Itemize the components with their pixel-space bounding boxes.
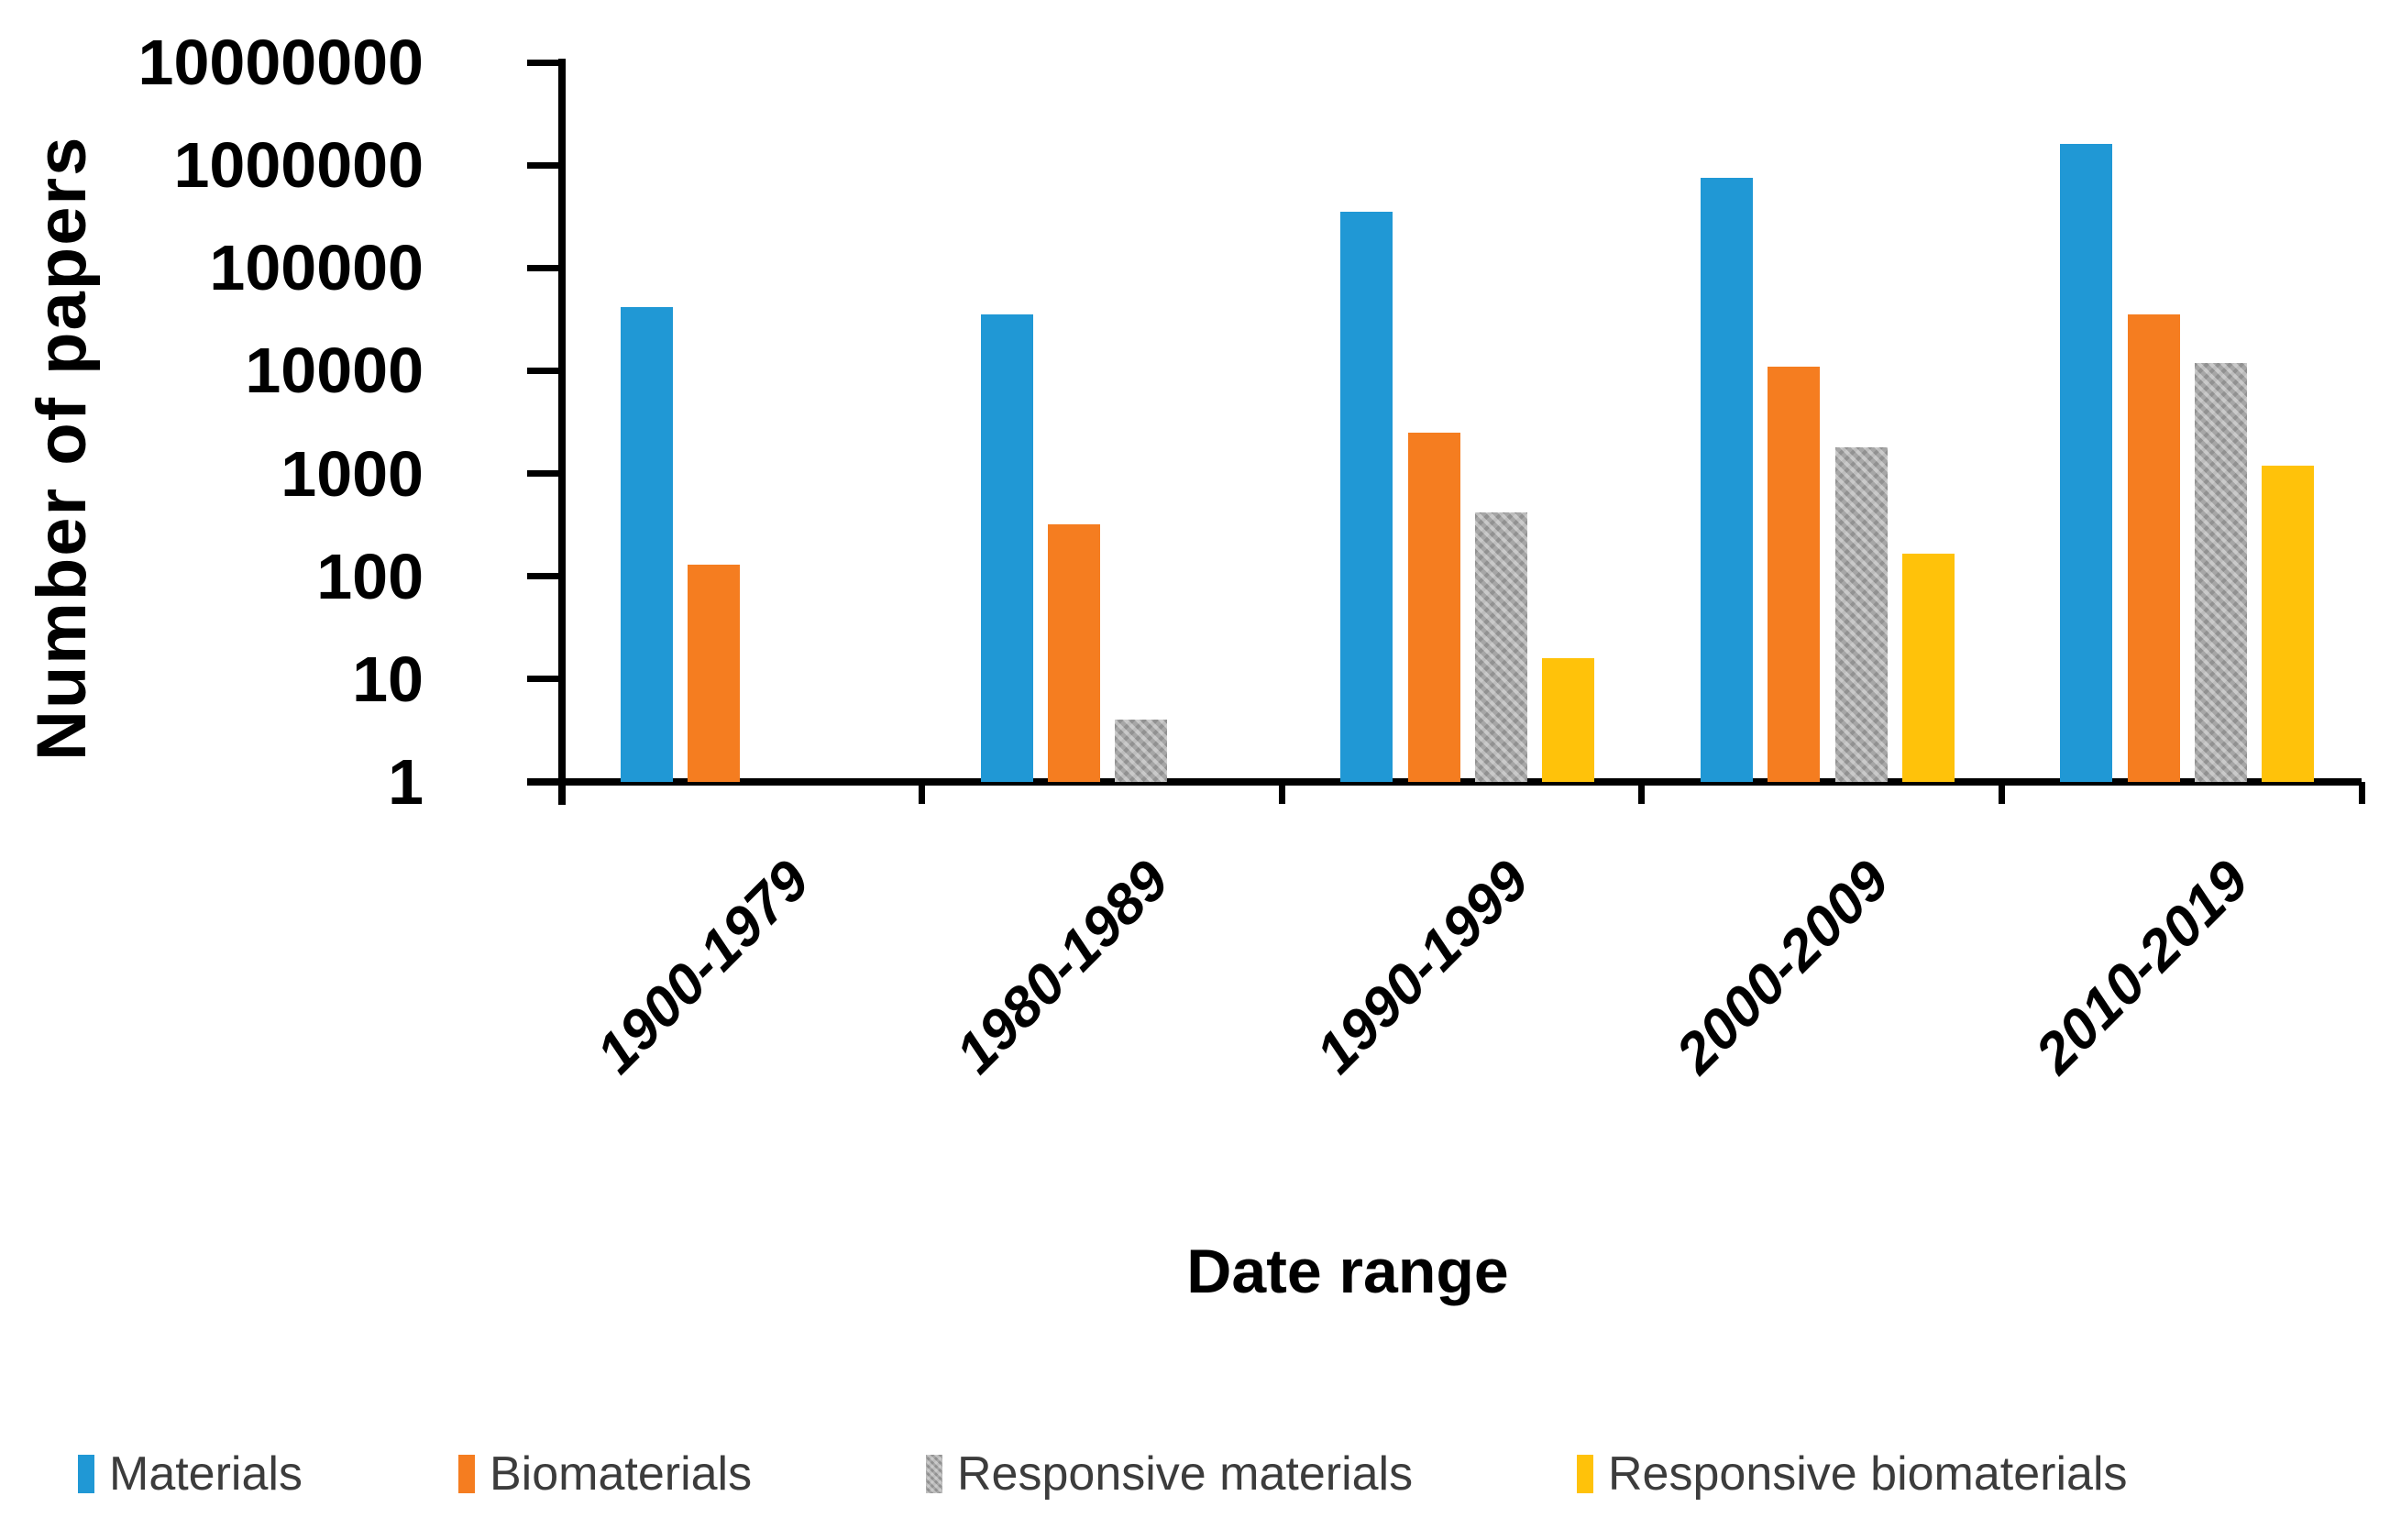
x-axis-title: Date range — [1186, 1237, 1509, 1306]
legend-swatch-biomaterials — [458, 1455, 475, 1493]
y-tick-1000000 — [527, 161, 562, 169]
legend-item-responsive-biomaterials: Responsive biomaterials — [1577, 1450, 2128, 1498]
bar-responsive-materials-1990-1999 — [1474, 512, 1527, 782]
bar-responsive-biomaterials-2000-2009 — [1901, 554, 1955, 782]
x-tick-0 — [558, 782, 566, 804]
y-tick-label-1000: 1000 — [281, 437, 424, 510]
bar-responsive-biomaterials-2010-2019 — [2262, 465, 2315, 782]
y-tick-label-100000: 100000 — [209, 232, 424, 304]
y-tick-label-100: 100 — [316, 540, 424, 612]
bar-materials-2010-2019 — [2060, 144, 2113, 782]
legend-item-materials: Materials — [78, 1450, 303, 1498]
bar-responsive-materials-1980-1989 — [1115, 720, 1168, 782]
x-label-1980-1989: 1980-1989 — [944, 848, 1182, 1086]
x-label-2010-2019: 2010-2019 — [2023, 848, 2262, 1086]
bar-responsive-materials-2010-2019 — [2195, 362, 2248, 782]
y-axis-title: Number of papers — [23, 135, 101, 761]
bar-biomaterials-1990-1999 — [1407, 432, 1460, 782]
legend-swatch-responsive-biomaterials — [1577, 1455, 1593, 1493]
y-tick-label-10000: 10000 — [245, 335, 424, 407]
bar-materials-1900-1979 — [621, 306, 673, 782]
y-tick-10 — [527, 676, 562, 683]
x-label-2000-2009: 2000-2009 — [1664, 848, 1901, 1086]
bar-materials-1980-1989 — [980, 314, 1033, 782]
y-tick-10000000 — [527, 59, 562, 66]
legend-label-biomaterials: Biomaterials — [490, 1447, 753, 1501]
x-axis-line — [527, 778, 2362, 786]
bar-materials-1990-1999 — [1340, 212, 1393, 782]
legend-label-responsive-materials: Responsive materials — [957, 1447, 1414, 1501]
legend-swatch-materials — [78, 1455, 94, 1493]
x-label-1900-1979: 1900-1979 — [584, 848, 821, 1086]
x-tick-4 — [1998, 782, 2005, 804]
y-tick-10000 — [527, 367, 562, 374]
legend-swatch-responsive-materials — [926, 1455, 942, 1493]
y-tick-1 — [527, 778, 562, 786]
legend-item-responsive-materials: Responsive materials — [926, 1450, 1413, 1498]
y-axis-line — [558, 59, 566, 805]
x-tick-1 — [919, 782, 926, 804]
bar-responsive-materials-2000-2009 — [1834, 446, 1888, 782]
x-tick-2 — [1278, 782, 1285, 804]
y-tick-100 — [527, 573, 562, 580]
bar-materials-2000-2009 — [1700, 178, 1753, 782]
y-tick-label-1000000: 1000000 — [173, 129, 424, 202]
legend-label-materials: Materials — [109, 1447, 303, 1501]
y-tick-label-1: 1 — [388, 746, 424, 818]
legend-item-biomaterials: Biomaterials — [458, 1450, 752, 1498]
y-tick-100000 — [527, 264, 562, 271]
x-tick-5 — [2358, 782, 2365, 804]
bar-biomaterials-1980-1989 — [1047, 524, 1100, 782]
y-tick-1000 — [527, 470, 562, 478]
bar-biomaterials-2010-2019 — [2127, 314, 2180, 782]
x-tick-3 — [1638, 782, 1646, 804]
bar-biomaterials-1900-1979 — [688, 564, 741, 782]
x-label-1990-1999: 1990-1999 — [1304, 848, 1542, 1086]
bar-biomaterials-2000-2009 — [1768, 366, 1821, 782]
y-tick-label-10000000: 10000000 — [138, 27, 424, 98]
legend-label-responsive-biomaterials: Responsive biomaterials — [1608, 1447, 2128, 1501]
y-tick-label-10: 10 — [352, 643, 424, 715]
bar-responsive-biomaterials-1990-1999 — [1542, 657, 1595, 782]
